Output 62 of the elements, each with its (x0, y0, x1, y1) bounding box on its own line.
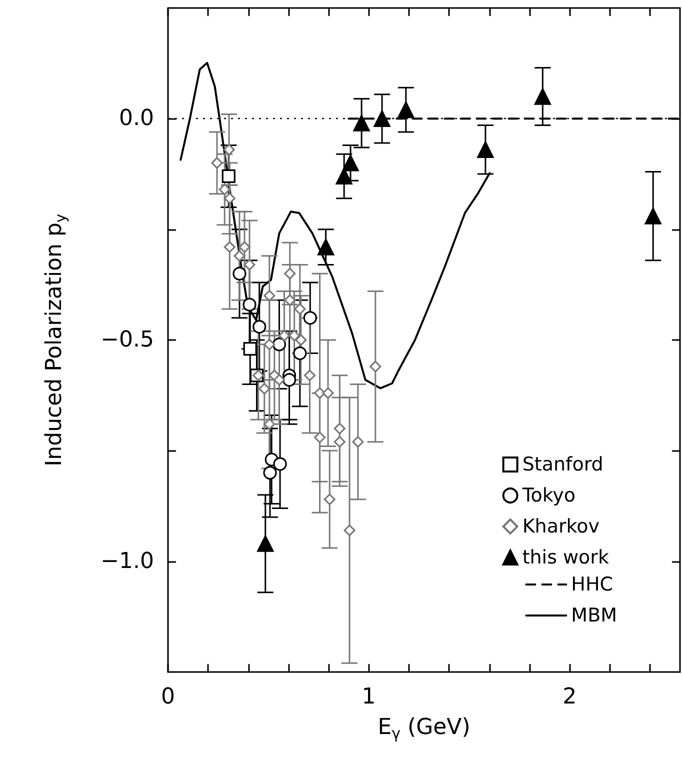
point (303, 311, 317, 325)
point (252, 320, 266, 334)
point (334, 422, 346, 434)
point (273, 374, 286, 386)
x-tick-label: 1 (362, 684, 376, 710)
point (244, 258, 256, 271)
point (234, 250, 246, 262)
point (334, 436, 346, 448)
point (211, 157, 223, 169)
point (398, 102, 414, 118)
point (324, 494, 336, 506)
point (257, 535, 274, 552)
point (263, 466, 277, 480)
point (318, 238, 334, 256)
point (294, 303, 306, 315)
legend-label: Kharkov (522, 516, 600, 538)
point (344, 524, 356, 536)
point (352, 436, 364, 448)
point (353, 114, 370, 132)
point (264, 290, 276, 302)
point (264, 338, 276, 350)
point (273, 457, 287, 471)
point (284, 294, 296, 306)
point (288, 330, 300, 342)
legend-label: this work (522, 546, 609, 568)
x-tick-label: 0 (161, 684, 175, 710)
point (644, 208, 662, 224)
point (370, 360, 382, 372)
point (258, 382, 270, 394)
y-axis-title: Induced Polarization py (42, 214, 70, 466)
point (295, 334, 307, 346)
point (314, 432, 326, 444)
point (223, 144, 235, 156)
point (252, 370, 264, 382)
point (282, 373, 296, 387)
y-tick-label: 0.0 (119, 106, 154, 132)
point (534, 88, 551, 105)
point (218, 184, 230, 196)
y-tick-label: −1.0 (100, 548, 154, 574)
point (224, 192, 236, 204)
point (284, 268, 296, 280)
legend-label: HHC (571, 574, 614, 596)
point (232, 266, 246, 280)
point (304, 370, 316, 382)
point (242, 298, 256, 312)
point (222, 169, 236, 184)
legend-label: Tokyo (521, 484, 576, 506)
point (264, 418, 276, 430)
point (243, 342, 257, 356)
point (278, 330, 290, 342)
point (322, 387, 334, 399)
point (238, 241, 250, 253)
point (342, 154, 359, 172)
point (374, 110, 390, 127)
point (477, 141, 494, 158)
point (224, 241, 236, 253)
legend-label: Stanford (522, 454, 604, 476)
point (293, 346, 307, 360)
y-tick-label: −0.5 (100, 328, 154, 352)
legend-label: MBM (571, 604, 618, 626)
point (272, 338, 286, 352)
x-tick-label: 2 (562, 684, 577, 710)
